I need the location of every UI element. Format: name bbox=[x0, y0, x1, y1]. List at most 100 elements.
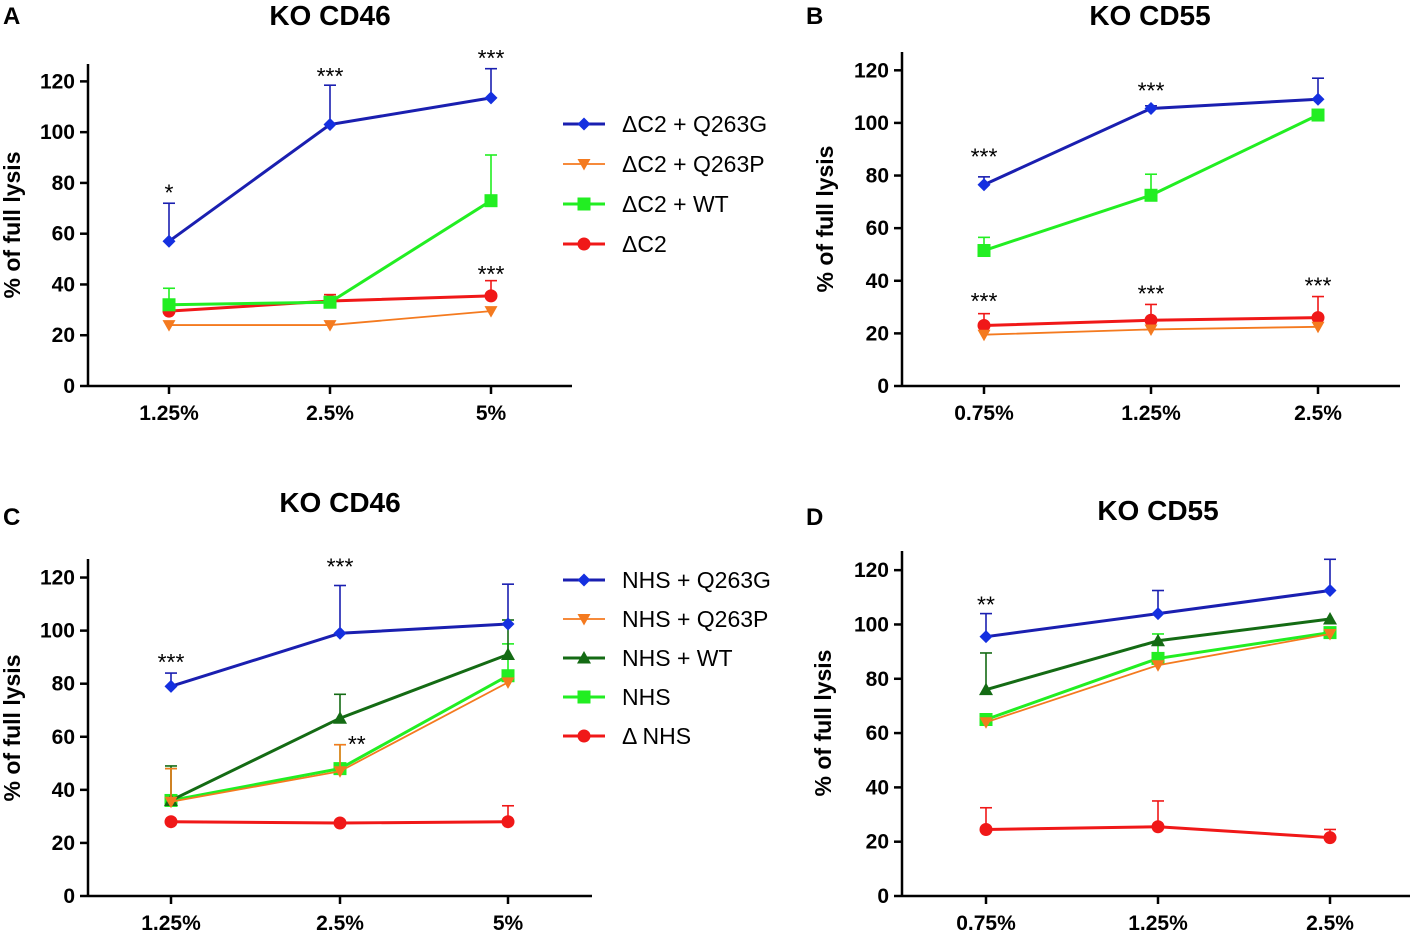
series-nhs-q263g bbox=[979, 558, 1337, 644]
y-tick-label: 20 bbox=[866, 831, 889, 854]
data-point bbox=[164, 796, 178, 809]
legend: ΔC2 + Q263G ΔC2 + Q263P ΔC2 + WT ΔC2 bbox=[563, 111, 767, 257]
data-point bbox=[484, 91, 498, 105]
data-point bbox=[1323, 612, 1337, 625]
data-point bbox=[323, 295, 337, 309]
data-point bbox=[1311, 321, 1325, 334]
legend-item: NHS + Q263P bbox=[563, 606, 768, 632]
x-tick-label: 2.5% bbox=[306, 402, 354, 425]
significance-marker: *** bbox=[971, 288, 998, 314]
legend-label: ΔC2 bbox=[622, 231, 667, 257]
y-tick-label: 20 bbox=[52, 324, 75, 347]
y-tick-label: 0 bbox=[63, 375, 75, 398]
legend-item: ΔC2 + Q263G bbox=[563, 111, 767, 137]
y-tick-label: 120 bbox=[40, 70, 75, 93]
data-point bbox=[1323, 628, 1337, 641]
legend-marker bbox=[577, 159, 591, 171]
data-point bbox=[977, 329, 991, 342]
x-tick-label: 5% bbox=[493, 912, 524, 933]
data-point bbox=[333, 816, 347, 830]
y-tick-label: 40 bbox=[52, 273, 75, 296]
x-tick-label: 1.25% bbox=[1128, 912, 1188, 933]
panel-letter: D bbox=[806, 504, 823, 531]
y-axis-label: % of full lysis bbox=[812, 146, 838, 293]
data-point bbox=[1311, 311, 1325, 325]
data-point bbox=[979, 717, 993, 729]
y-axis-label: % of full lysis bbox=[0, 655, 25, 802]
legend: NHS + Q263G NHS + Q263P NHS + WT NHS Δ NHS bbox=[563, 567, 771, 749]
data-point bbox=[484, 306, 498, 318]
data-point bbox=[164, 679, 178, 693]
y-tick-label: 40 bbox=[52, 779, 75, 802]
data-point bbox=[1151, 607, 1165, 621]
series--nhs bbox=[979, 800, 1337, 845]
data-point bbox=[501, 617, 515, 631]
panel-letter: C bbox=[3, 504, 20, 531]
chart-title: KO CD55 bbox=[1089, 0, 1210, 31]
significance-marker: *** bbox=[1305, 272, 1332, 298]
significance-marker: *** bbox=[478, 45, 505, 71]
legend-label: ΔC2 + Q263P bbox=[622, 151, 765, 177]
legend-marker bbox=[577, 573, 591, 587]
legend-label: NHS + Q263G bbox=[622, 567, 771, 593]
y-tick-label: 120 bbox=[854, 59, 889, 82]
data-point bbox=[484, 194, 498, 208]
panel-c: C KO CD46 0 20 40 60 80 100 120 1.25% 2.5% 5% % of f… bbox=[0, 487, 771, 933]
x-tick-label: 5% bbox=[476, 402, 507, 425]
legend-item: ΔC2 + WT bbox=[563, 191, 729, 217]
significance-marker: ** bbox=[348, 731, 366, 757]
data-point bbox=[977, 318, 991, 332]
y-tick-label: 0 bbox=[63, 885, 75, 908]
series--nhs bbox=[164, 804, 515, 830]
series-line bbox=[168, 199, 492, 307]
series-nhs-wt bbox=[164, 619, 515, 806]
legend-marker bbox=[577, 651, 591, 664]
data-point bbox=[1151, 820, 1165, 834]
significance-marker: *** bbox=[1138, 78, 1165, 104]
legend-label: NHS bbox=[622, 684, 671, 710]
y-tick-label: 120 bbox=[854, 559, 889, 582]
x-tick-label: 2.5% bbox=[316, 912, 364, 933]
significance-marker: *** bbox=[158, 649, 185, 675]
data-point bbox=[1323, 831, 1337, 845]
data-point bbox=[501, 677, 515, 689]
data-point bbox=[501, 647, 515, 660]
series--c2-q263p bbox=[977, 321, 1325, 342]
legend-label: NHS + Q263P bbox=[622, 606, 768, 632]
series-nhs bbox=[164, 643, 515, 807]
x-tick-label: 1.25% bbox=[141, 912, 201, 933]
legend-item: ΔC2 bbox=[563, 231, 667, 257]
data-point bbox=[1144, 101, 1158, 115]
data-point bbox=[1144, 324, 1158, 336]
x-tick-label: 0.75% bbox=[956, 912, 1016, 933]
legend-item: Δ NHS bbox=[563, 723, 691, 749]
legend-marker bbox=[577, 197, 591, 211]
data-point bbox=[1151, 660, 1165, 672]
y-tick-label: 0 bbox=[877, 375, 889, 398]
y-tick-label: 0 bbox=[877, 885, 889, 908]
panel-letter: A bbox=[3, 3, 20, 30]
data-point bbox=[979, 630, 993, 644]
data-point bbox=[323, 118, 337, 132]
legend-marker bbox=[577, 729, 591, 743]
data-point bbox=[1144, 188, 1158, 202]
data-point bbox=[164, 815, 178, 829]
panel-letter: B bbox=[806, 3, 823, 30]
significance-marker: *** bbox=[478, 261, 505, 287]
data-point bbox=[162, 234, 176, 248]
data-point bbox=[333, 626, 347, 640]
y-tick-label: 40 bbox=[866, 270, 889, 293]
y-tick-label: 100 bbox=[854, 613, 889, 636]
y-tick-label: 20 bbox=[866, 322, 889, 345]
x-tick-label: 2.5% bbox=[1294, 402, 1342, 425]
data-point bbox=[162, 298, 176, 312]
series-line bbox=[170, 653, 509, 802]
x-tick-label: 0.75% bbox=[954, 402, 1014, 425]
data-point bbox=[977, 178, 991, 192]
series-nhs-q263p bbox=[979, 628, 1337, 729]
data-point bbox=[162, 320, 176, 332]
y-tick-label: 80 bbox=[52, 172, 75, 195]
data-point bbox=[333, 766, 347, 778]
panel-a: A KO CD46 0 20 40 60 80 100 120 1.25% 2.5% 5% % of f… bbox=[0, 0, 767, 425]
y-tick-label: 80 bbox=[866, 668, 889, 691]
